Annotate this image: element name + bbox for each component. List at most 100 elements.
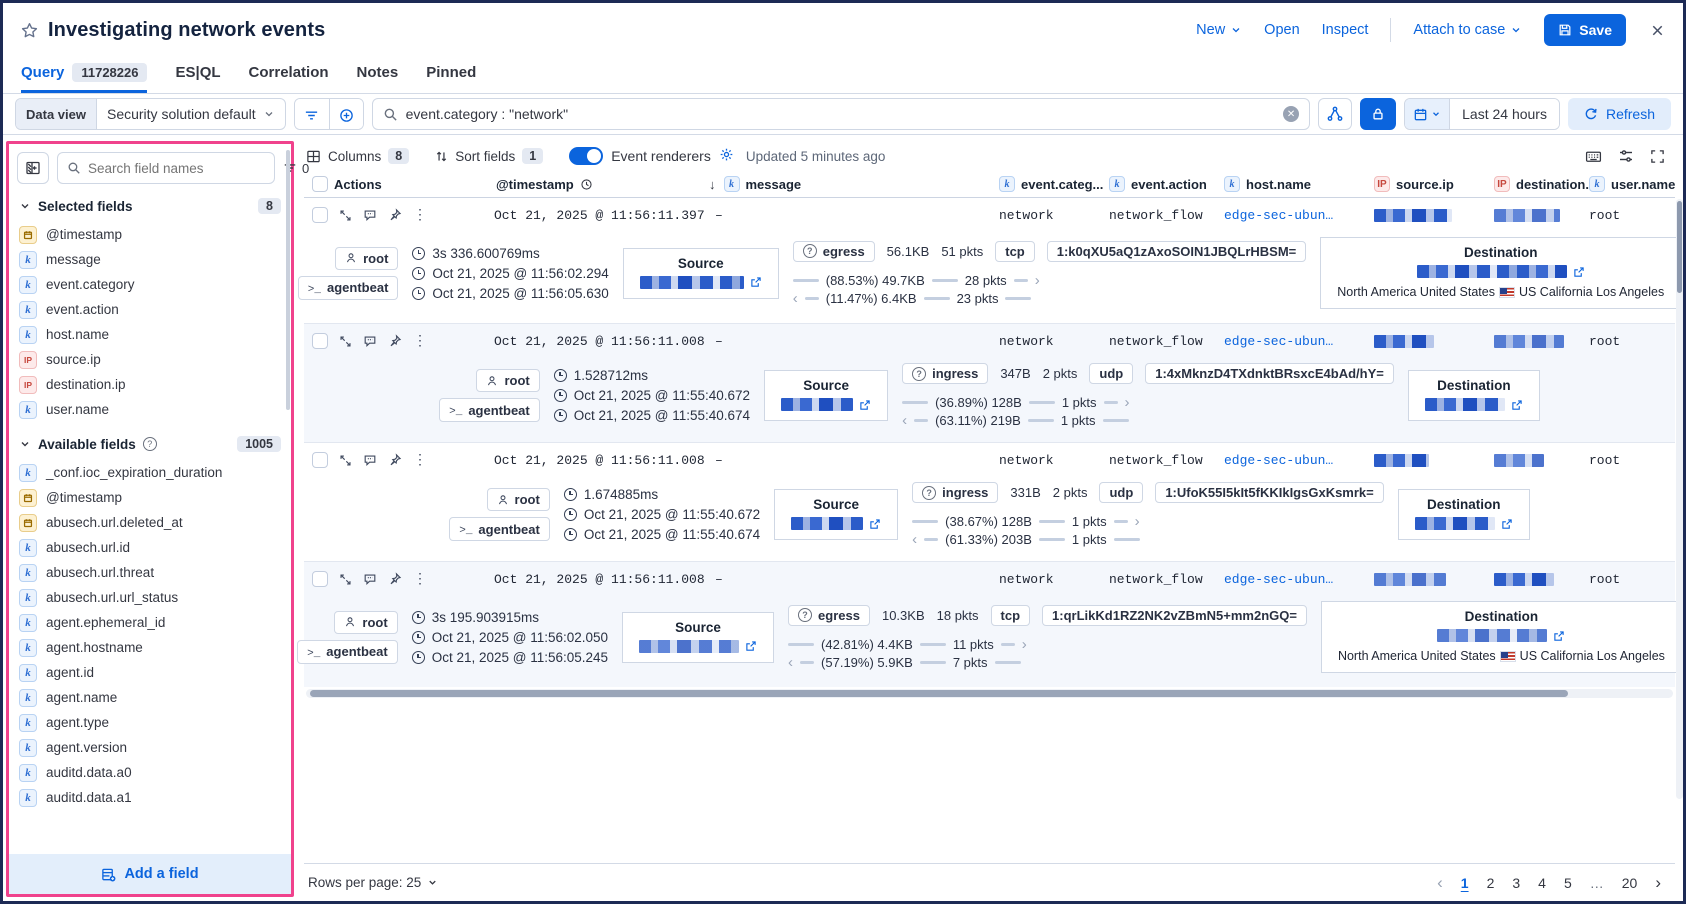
external-link-icon[interactable] — [1511, 399, 1523, 411]
community-id-badge[interactable]: 1:k0qXU5aQ1zAxoSOIN1JBQLrHBSM= — [1046, 240, 1307, 262]
user-badge[interactable]: root — [486, 488, 550, 511]
display-options-icon[interactable] — [1618, 148, 1634, 164]
flow-packets[interactable]: 18 pkts — [936, 607, 979, 623]
next-page-icon[interactable] — [1655, 873, 1661, 893]
community-id-badge[interactable]: 1:qrLikKd1RZ2NK2vZBmN5+mm2nGQ= — [1042, 604, 1307, 626]
cell-destination-ip[interactable] — [1494, 453, 1589, 468]
visualize-graph-icon[interactable] — [1318, 98, 1353, 130]
pin-event-icon[interactable] — [388, 208, 402, 222]
expand-event-icon[interactable] — [339, 454, 352, 467]
field-item[interactable]: source.ip — [17, 347, 283, 372]
direction-badge[interactable]: egress — [792, 240, 875, 262]
vertical-scrollbar[interactable] — [1676, 199, 1683, 799]
add-filter-icon[interactable] — [328, 99, 363, 129]
cell-event-category[interactable]: network — [999, 571, 1054, 587]
process-badge[interactable]: agentbeat — [297, 639, 398, 664]
add-note-icon[interactable] — [363, 572, 377, 586]
calendar-icon[interactable] — [1405, 99, 1451, 129]
gear-icon[interactable] — [719, 147, 734, 166]
more-actions-icon[interactable] — [413, 333, 427, 350]
time-range-value[interactable]: Last 24 hours — [1450, 99, 1559, 129]
column-header-event-action[interactable]: event.action — [1109, 176, 1224, 192]
protocol-badge[interactable]: tcp — [995, 240, 1035, 262]
cell-timestamp[interactable]: Oct 21, 2025 @ 11:56:11.397 — [494, 207, 705, 223]
more-actions-icon[interactable] — [413, 571, 427, 588]
cell-user-name[interactable]: root — [1589, 207, 1621, 223]
external-link-icon[interactable] — [1573, 266, 1585, 278]
filter-icon[interactable] — [294, 99, 329, 129]
flow-packets[interactable]: 2 pkts — [1052, 485, 1088, 500]
field-item[interactable]: auditd.data.a0 — [17, 760, 283, 785]
external-link-icon[interactable] — [859, 399, 871, 411]
cell-event-action[interactable]: network_flow — [1109, 452, 1203, 468]
horizontal-scrollbar[interactable] — [306, 689, 1673, 698]
more-actions-icon[interactable] — [413, 452, 427, 469]
pin-event-icon[interactable] — [388, 453, 402, 467]
field-search-box[interactable] — [57, 152, 275, 184]
columns-button[interactable]: Columns 8 — [306, 148, 410, 164]
field-item[interactable]: abusech.url.deleted_at — [17, 510, 283, 535]
cell-destination-ip[interactable] — [1494, 208, 1589, 223]
user-badge[interactable]: root — [334, 610, 398, 634]
row-checkbox[interactable] — [312, 333, 328, 349]
page-button[interactable]: 20 — [1621, 874, 1638, 891]
column-header-source-ip[interactable]: source.ip — [1374, 176, 1494, 192]
protocol-badge[interactable]: tcp — [990, 604, 1031, 626]
cell-destination-ip[interactable] — [1494, 334, 1589, 349]
protocol-badge[interactable]: udp — [1089, 363, 1134, 384]
refresh-button[interactable]: Refresh — [1567, 98, 1671, 130]
cell-message[interactable]: – — [715, 571, 723, 587]
page-button[interactable]: 5 — [1563, 874, 1572, 891]
community-id-badge[interactable]: 1:4xMknzD4TXdnktBRsxcE4bAd/hY= — [1145, 363, 1394, 384]
cell-event-category[interactable]: network — [999, 452, 1054, 468]
pin-event-icon[interactable] — [388, 334, 402, 348]
more-actions-icon[interactable] — [413, 207, 427, 224]
sort-fields-button[interactable]: Sort fields 1 — [435, 148, 544, 164]
cell-host-name[interactable]: edge-sec-ubun… — [1224, 452, 1334, 468]
field-item[interactable]: agent.name — [17, 685, 283, 710]
page-button[interactable]: 2 — [1486, 874, 1495, 891]
flow-bytes[interactable]: 331B — [1010, 485, 1041, 500]
close-icon[interactable] — [1650, 23, 1665, 38]
cell-user-name[interactable]: root — [1589, 452, 1621, 468]
open-button[interactable]: Open — [1264, 22, 1300, 38]
tab-correlation[interactable]: Correlation — [248, 64, 329, 81]
collapse-sidebar-icon[interactable] — [17, 152, 49, 184]
process-badge[interactable]: agentbeat — [297, 275, 399, 300]
cell-destination-ip[interactable] — [1494, 572, 1589, 587]
field-item[interactable]: @timestamp — [17, 222, 283, 247]
cell-timestamp[interactable]: Oct 21, 2025 @ 11:56:11.008 — [494, 452, 705, 468]
field-item[interactable]: agent.ephemeral_id — [17, 610, 283, 635]
page-button[interactable]: 1 — [1460, 874, 1469, 891]
lock-time-range-button[interactable] — [1360, 98, 1397, 130]
cell-source-ip[interactable] — [1374, 572, 1494, 587]
cell-user-name[interactable]: root — [1589, 333, 1621, 349]
direction-badge[interactable]: ingress — [912, 482, 999, 503]
page-button[interactable]: 3 — [1512, 874, 1521, 891]
field-item[interactable]: _conf.ioc_expiration_duration — [17, 460, 283, 485]
destination-geo[interactable]: North America United States US California… — [1337, 649, 1665, 663]
data-view-picker[interactable]: Data view Security solution default — [15, 98, 286, 130]
selected-fields-header[interactable]: Selected fields 8 — [19, 198, 281, 214]
field-item[interactable]: agent.version — [17, 735, 283, 760]
field-item[interactable]: agent.id — [17, 660, 283, 685]
add-note-icon[interactable] — [363, 334, 377, 348]
cell-message[interactable]: – — [715, 333, 723, 349]
column-header-destination-ip[interactable]: destination.ip — [1494, 176, 1601, 192]
add-field-button[interactable]: Add a field — [9, 854, 291, 894]
cell-event-category[interactable]: network — [999, 207, 1054, 223]
query-input[interactable] — [405, 106, 1276, 122]
community-id-badge[interactable]: 1:UfoK55I5kIt5fKKIkIgsGxKsmrk= — [1155, 482, 1384, 503]
field-item[interactable]: message — [17, 247, 283, 272]
direction-badge[interactable]: ingress — [902, 363, 989, 384]
process-badge[interactable]: agentbeat — [439, 398, 540, 422]
external-link-icon[interactable] — [750, 276, 762, 288]
tab-pinned[interactable]: Pinned — [426, 64, 477, 81]
inspect-button[interactable]: Inspect — [1321, 22, 1369, 38]
cell-event-action[interactable]: network_flow — [1109, 571, 1203, 587]
sidebar-scrollbar[interactable] — [286, 150, 290, 410]
clear-query-icon[interactable]: ✕ — [1283, 106, 1300, 122]
external-link-icon[interactable] — [745, 640, 757, 652]
column-header-message[interactable]: message — [709, 176, 999, 192]
flow-bytes[interactable]: 347B — [1000, 366, 1031, 381]
